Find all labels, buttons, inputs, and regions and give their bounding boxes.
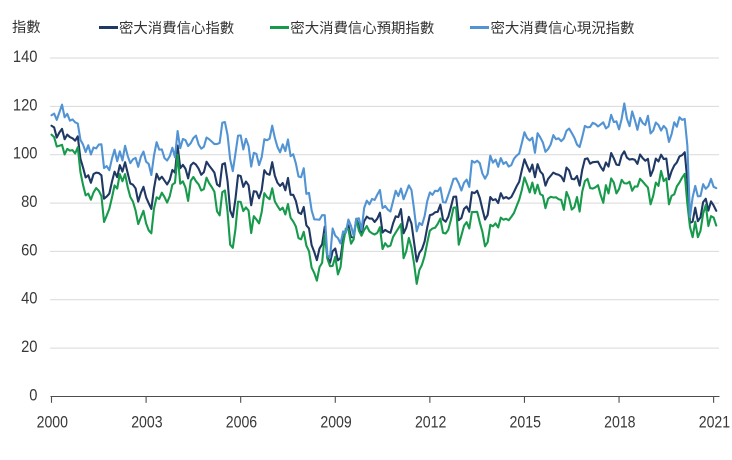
x-tick-label-2006: 2006: [226, 412, 257, 431]
x-tick-label-2009: 2009: [320, 412, 351, 431]
legend-item-sentiment-index: 密大消費信心指數: [98, 20, 235, 37]
legend-swatch-expectations-index: [269, 26, 289, 29]
y-tick-label-80: 80: [21, 192, 37, 211]
x-tick-label-2018: 2018: [604, 412, 635, 431]
y-tick-label-60: 60: [21, 240, 37, 259]
legend-label-expectations-index: 密大消費信心預期指數: [290, 21, 435, 37]
series-line-expectations-index: [50, 133, 718, 285]
y-tick-label-40: 40: [21, 289, 37, 308]
legend-item-current-conditions-index: 密大消費信心現況指數: [470, 20, 635, 37]
legend-item-expectations-index: 密大消費信心預期指數: [269, 20, 435, 37]
y-tick-label-0: 0: [29, 385, 37, 404]
y-tick-label-100: 100: [13, 144, 38, 163]
legend: 密大消費信心指數 密大消費信心預期指數 密大消費信心現況指數: [0, 0, 732, 40]
x-tick-label-2012: 2012: [415, 412, 446, 431]
series-line-sentiment-index: [50, 124, 718, 264]
x-tick-label-2000: 2000: [37, 412, 68, 431]
legend-swatch-current-conditions-index: [470, 26, 489, 29]
legend-label-current-conditions-index: 密大消費信心現況指數: [490, 21, 635, 37]
series-line-current-conditions-index: [50, 102, 718, 259]
y-axis-title: 指數: [12, 20, 41, 36]
legend-label-sentiment-index: 密大消費信心指數: [119, 21, 235, 37]
x-tick-label-2021: 2021: [699, 412, 730, 431]
y-tick-label-120: 120: [13, 95, 38, 114]
y-tick-label-20: 20: [21, 337, 37, 356]
y-tick-label-140: 140: [13, 47, 38, 66]
x-tick-label-2015: 2015: [510, 412, 541, 431]
legend-swatch-sentiment-index: [98, 26, 118, 29]
x-tick-label-2003: 2003: [131, 412, 162, 431]
